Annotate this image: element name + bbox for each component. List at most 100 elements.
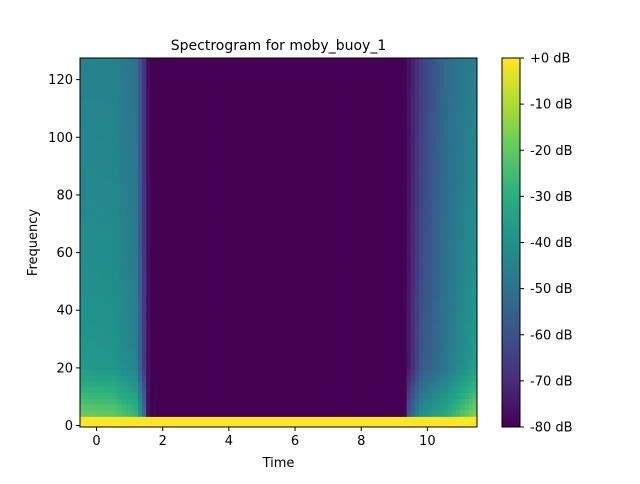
heatmap-cell	[328, 196, 333, 203]
heatmap-cell	[369, 156, 375, 163]
heatmap-cell	[216, 392, 222, 399]
heatmap-cell	[199, 380, 205, 388]
heatmap-cell	[88, 392, 94, 399]
heatmap-cell	[377, 323, 383, 330]
heatmap-cell	[290, 121, 296, 128]
heatmap-cell	[299, 271, 304, 278]
heatmap-cell	[113, 305, 118, 313]
heatmap-cell	[88, 340, 94, 347]
heatmap-cell	[195, 173, 201, 180]
heatmap-cell	[315, 328, 321, 336]
heatmap-cell	[270, 150, 275, 157]
heatmap-cell	[369, 196, 375, 203]
heatmap-cell	[96, 173, 102, 180]
heatmap-cell	[158, 184, 164, 192]
heatmap-cell	[179, 323, 184, 330]
heatmap-cell	[311, 196, 317, 203]
heatmap-cell	[154, 323, 160, 330]
heatmap-cell	[183, 121, 189, 128]
heatmap-cell	[170, 248, 176, 255]
heatmap-cell	[216, 409, 222, 417]
heatmap-cell	[274, 127, 280, 134]
heatmap-cell	[154, 202, 160, 209]
heatmap-cell	[129, 75, 135, 82]
heatmap-cell	[278, 277, 284, 284]
heatmap-cell	[179, 69, 184, 76]
heatmap-cell	[121, 403, 127, 411]
heatmap-cell	[348, 288, 354, 295]
heatmap-cell	[261, 328, 267, 336]
heatmap-cell	[307, 288, 313, 295]
heatmap-cell	[129, 156, 135, 163]
heatmap-cell	[113, 334, 118, 342]
heatmap-cell	[195, 271, 201, 278]
heatmap-cell	[278, 196, 284, 203]
heatmap-cell	[199, 58, 205, 65]
heatmap-cell	[199, 150, 205, 157]
heatmap-cell	[352, 288, 358, 295]
heatmap-cell	[212, 58, 218, 65]
heatmap-cell	[381, 75, 387, 82]
heatmap-cell	[386, 109, 391, 117]
heatmap-cell	[175, 242, 180, 249]
heatmap-cell	[352, 363, 358, 370]
heatmap-cell	[357, 58, 362, 65]
heatmap-cell	[125, 265, 131, 272]
heatmap-cell	[154, 398, 160, 405]
heatmap-cell	[117, 317, 122, 324]
heatmap-cell	[357, 346, 362, 353]
heatmap-cell	[125, 69, 131, 76]
heatmap-cell	[295, 271, 300, 278]
heatmap-cell	[352, 317, 358, 324]
heatmap-cell	[195, 311, 201, 319]
heatmap-cell	[319, 127, 325, 134]
heatmap-cell	[108, 271, 114, 278]
heatmap-cell	[146, 328, 151, 336]
heatmap-cell	[133, 271, 139, 278]
heatmap-cell	[348, 311, 354, 319]
heatmap-cell	[166, 207, 172, 215]
heatmap-cell	[249, 225, 255, 232]
heatmap-cell	[150, 346, 156, 353]
heatmap-cell	[270, 363, 275, 370]
heatmap-cell	[303, 398, 309, 405]
heatmap-cell	[199, 375, 205, 382]
heatmap-cell	[199, 323, 205, 330]
heatmap-cell	[228, 259, 234, 267]
heatmap-cell	[108, 213, 114, 221]
heatmap-cell	[224, 409, 230, 417]
heatmap-cell	[92, 92, 98, 99]
heatmap-cell	[187, 219, 193, 226]
heatmap-cell	[80, 323, 85, 330]
heatmap-cell	[315, 346, 321, 353]
heatmap-cell	[307, 156, 313, 163]
heatmap-cell	[92, 277, 98, 284]
heatmap-cell	[121, 98, 127, 105]
heatmap-cell	[162, 369, 168, 376]
heatmap-cell	[237, 323, 242, 330]
heatmap-cell	[142, 328, 147, 336]
heatmap-cell	[286, 144, 292, 151]
heatmap-cell	[166, 156, 172, 163]
heatmap-cell	[295, 138, 300, 146]
heatmap-cell	[142, 259, 147, 267]
heatmap-cell	[142, 369, 147, 376]
heatmap-cell	[195, 138, 201, 146]
heatmap-cell	[328, 58, 333, 65]
heatmap-cell	[208, 352, 213, 359]
heatmap-cell	[261, 323, 267, 330]
heatmap-cell	[228, 305, 234, 313]
heatmap-cell	[237, 213, 242, 221]
heatmap-cell	[137, 104, 143, 111]
heatmap-cell	[228, 386, 234, 394]
heatmap-cell	[88, 311, 94, 319]
heatmap-cell	[175, 277, 180, 284]
heatmap-cell	[328, 346, 333, 353]
heatmap-cell	[299, 317, 304, 324]
heatmap-cell	[373, 398, 379, 405]
heatmap-cell	[158, 219, 164, 226]
heatmap-cell	[390, 352, 395, 359]
heatmap-cell	[261, 271, 267, 278]
heatmap-cell	[88, 115, 94, 123]
heatmap-cell	[166, 254, 172, 261]
